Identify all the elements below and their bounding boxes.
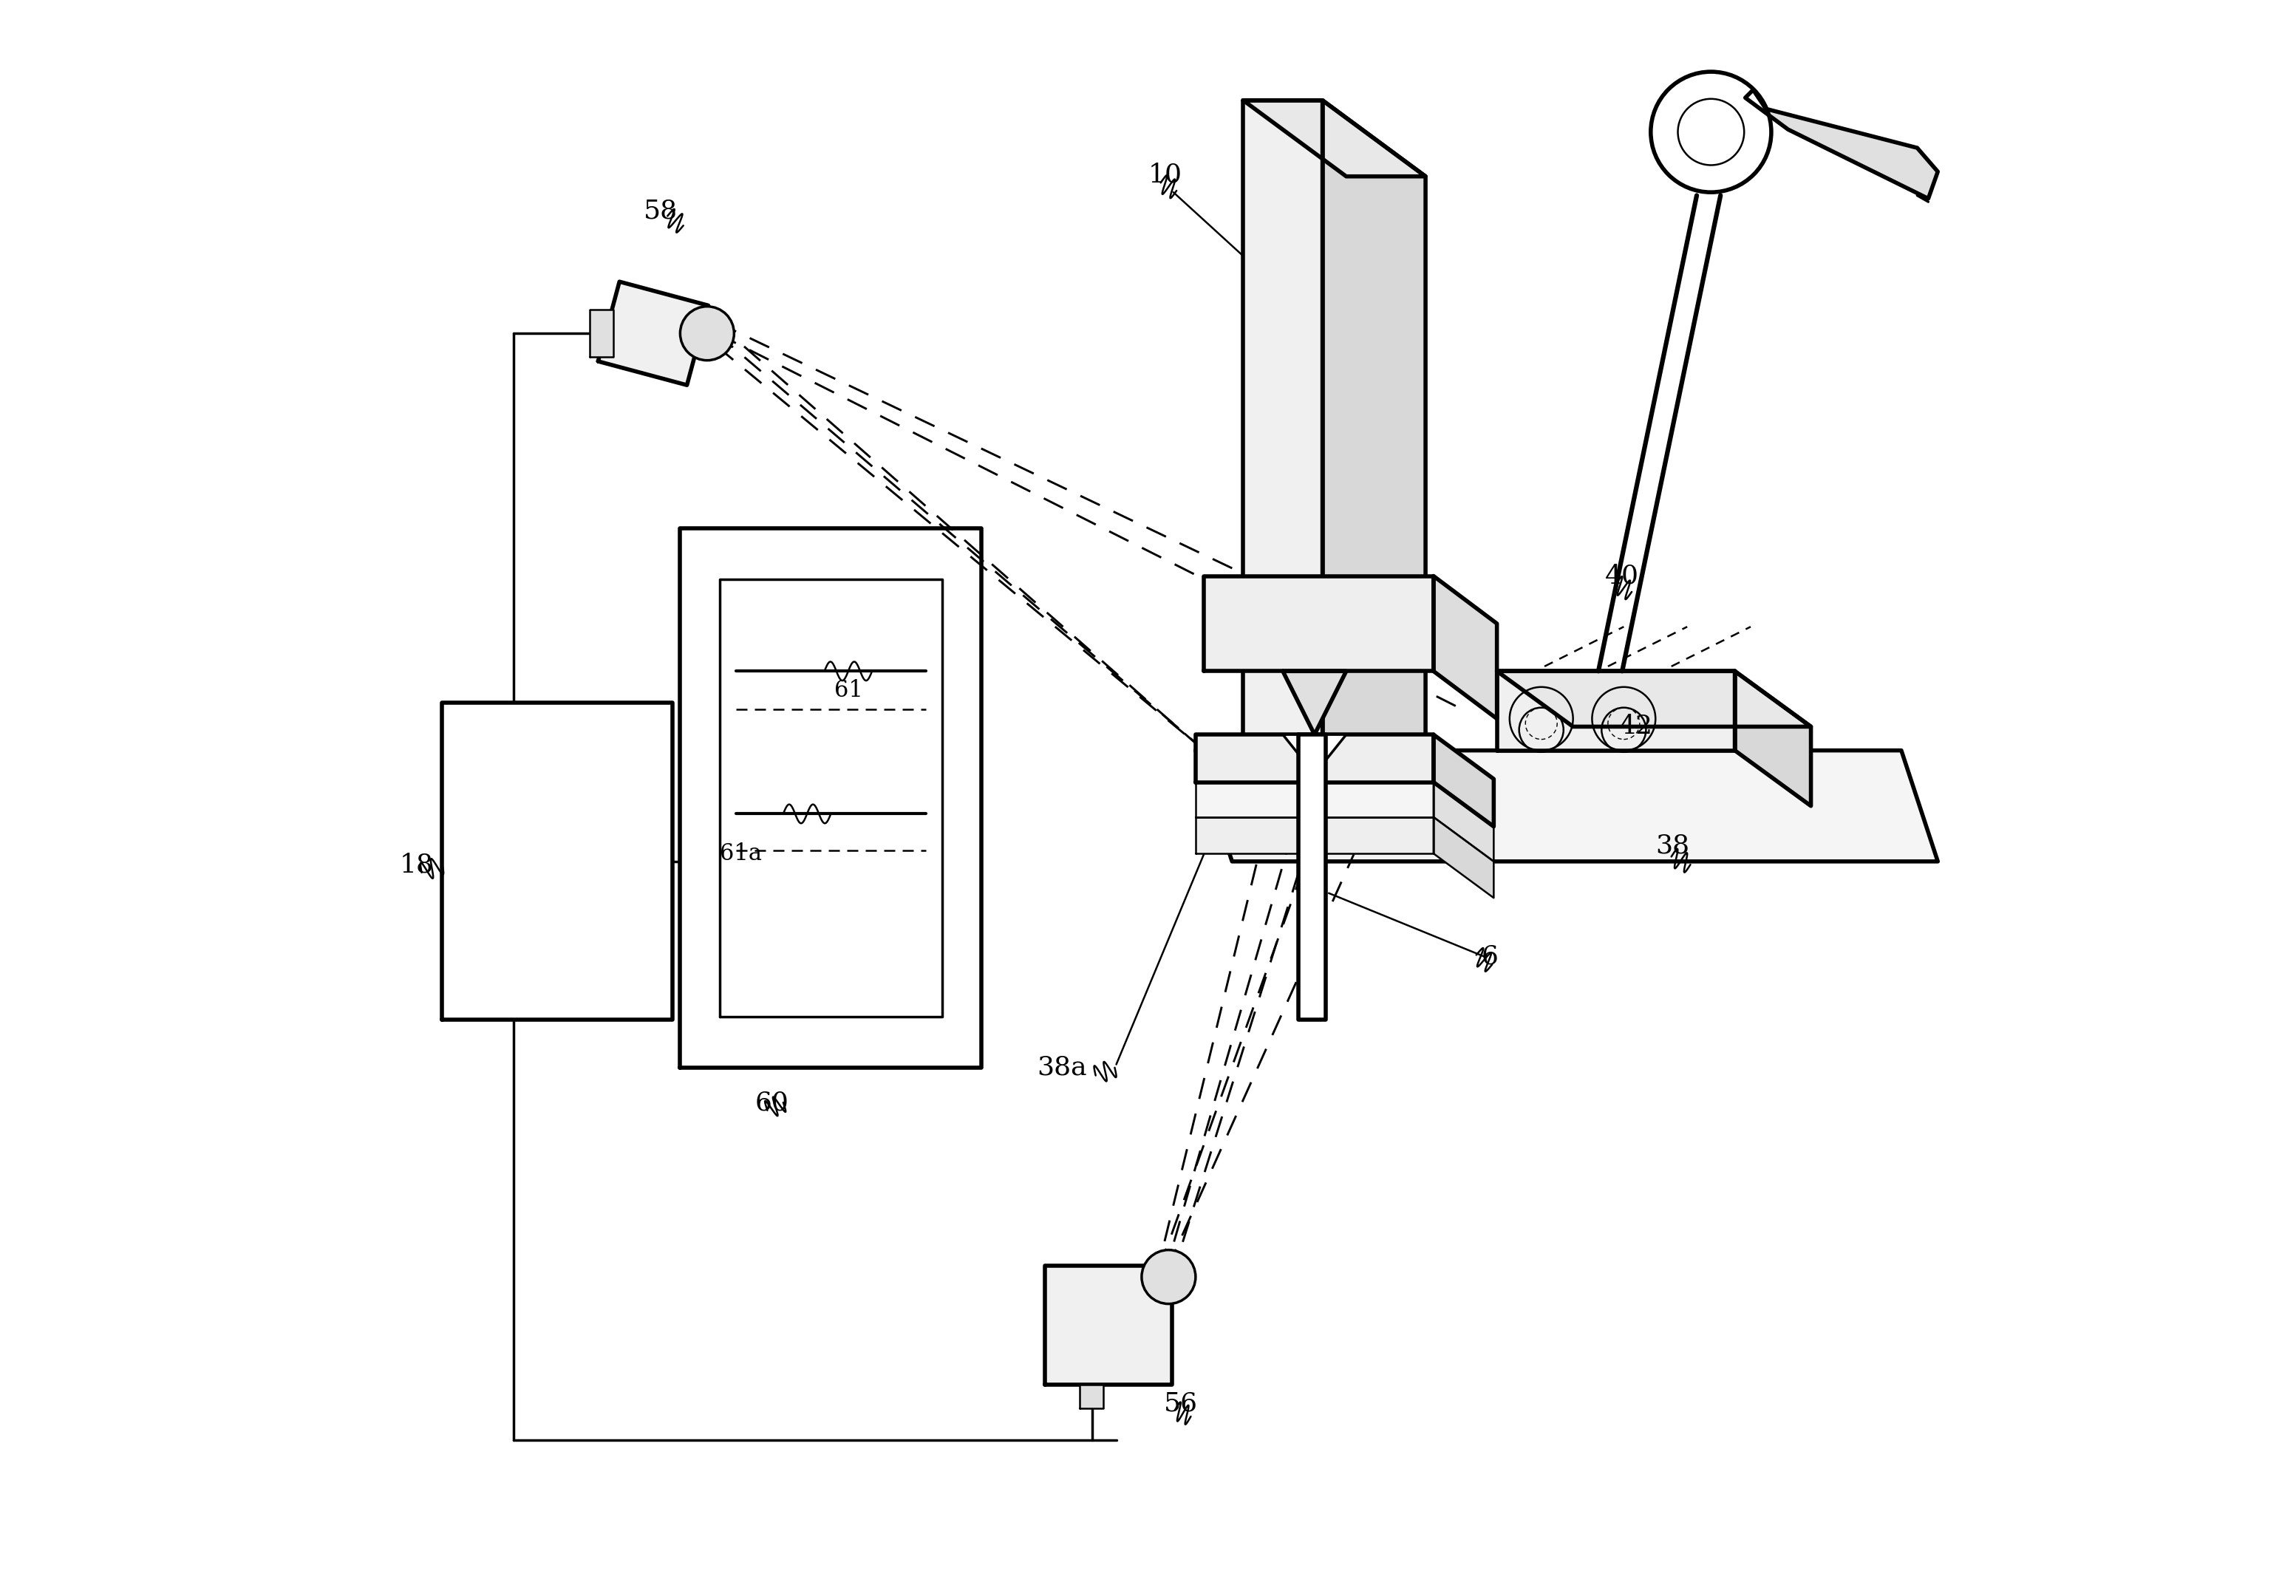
Polygon shape: [1045, 1266, 1171, 1385]
Polygon shape: [1196, 750, 1938, 862]
Polygon shape: [1433, 782, 1495, 862]
Polygon shape: [1283, 734, 1345, 774]
Polygon shape: [1242, 101, 1322, 750]
Text: 42: 42: [1619, 713, 1653, 739]
Circle shape: [1141, 1250, 1196, 1304]
Text: 10: 10: [1148, 163, 1182, 187]
Polygon shape: [1433, 734, 1495, 827]
Circle shape: [680, 306, 735, 361]
Text: 58: 58: [643, 200, 677, 223]
Polygon shape: [1736, 672, 1812, 806]
Polygon shape: [1079, 1385, 1104, 1409]
Polygon shape: [1745, 89, 1938, 198]
Polygon shape: [1497, 672, 1812, 726]
Polygon shape: [443, 702, 673, 1020]
Circle shape: [1678, 99, 1745, 164]
Polygon shape: [590, 310, 613, 358]
Polygon shape: [1433, 817, 1495, 899]
Polygon shape: [1433, 576, 1497, 718]
Polygon shape: [1242, 101, 1426, 177]
Polygon shape: [1322, 101, 1426, 827]
Text: 61a: 61a: [721, 843, 762, 865]
Polygon shape: [1196, 734, 1433, 782]
Text: 40: 40: [1605, 563, 1639, 589]
Text: 38: 38: [1655, 833, 1690, 859]
Polygon shape: [680, 528, 980, 1068]
Text: 60: 60: [755, 1090, 788, 1116]
Circle shape: [1651, 72, 1770, 192]
Text: 6: 6: [1481, 943, 1497, 969]
Polygon shape: [1300, 734, 1325, 1020]
Text: 56: 56: [1164, 1392, 1199, 1416]
Polygon shape: [1283, 672, 1345, 734]
Polygon shape: [1203, 576, 1433, 672]
Polygon shape: [1196, 817, 1433, 854]
Text: 61: 61: [833, 678, 863, 702]
Text: 38a: 38a: [1038, 1055, 1086, 1080]
Polygon shape: [1497, 672, 1736, 750]
Polygon shape: [1196, 782, 1433, 817]
Polygon shape: [597, 281, 707, 385]
Text: 18: 18: [400, 852, 434, 878]
